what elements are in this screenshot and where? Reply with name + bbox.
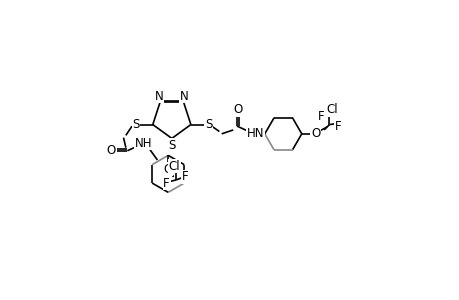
Text: F: F [334, 120, 341, 133]
Text: NH: NH [134, 136, 152, 150]
Text: F: F [181, 170, 188, 183]
Text: O: O [163, 163, 173, 176]
Text: Cl: Cl [168, 160, 180, 173]
Text: HN: HN [246, 127, 264, 140]
Text: S: S [168, 139, 175, 152]
Text: F: F [163, 177, 170, 190]
Text: O: O [310, 127, 319, 140]
Text: N: N [155, 89, 163, 103]
Text: N: N [179, 89, 188, 103]
Text: Cl: Cl [325, 103, 337, 116]
Text: F: F [317, 110, 324, 123]
Text: S: S [204, 118, 212, 131]
Text: O: O [106, 144, 116, 157]
Text: O: O [233, 103, 242, 116]
Text: S: S [132, 118, 139, 131]
